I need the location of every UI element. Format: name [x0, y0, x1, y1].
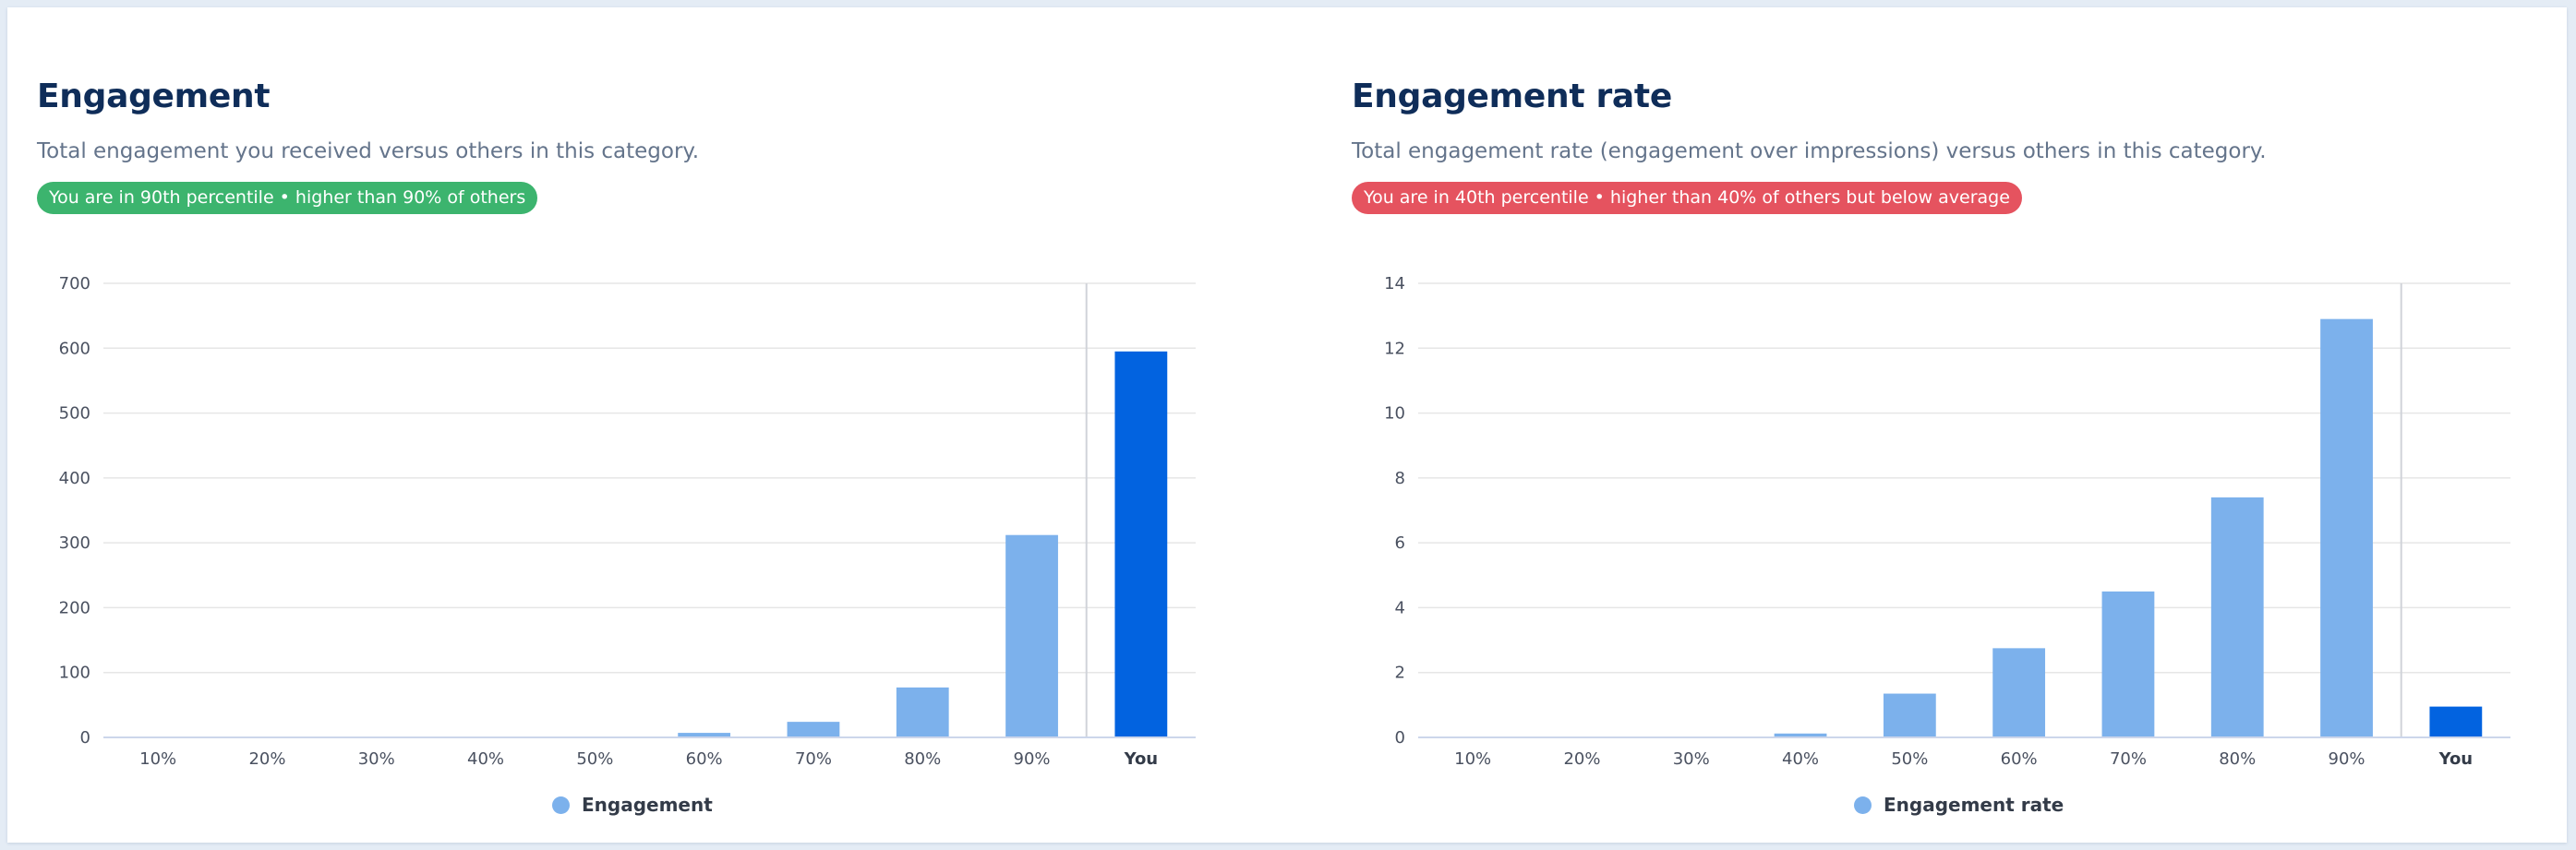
x-tick-label: 30%	[1673, 749, 1710, 769]
bar-80pct	[896, 687, 949, 737]
y-tick-label: 4	[1395, 598, 1405, 617]
legend-label: Engagement	[582, 794, 713, 816]
engagement-bar-chart: 0 100 200 300 400 500 600 700 10% 20% 30% 40% 50% 60%…	[59, 274, 1196, 769]
x-tick-label: 20%	[1563, 749, 1600, 769]
legend-label: Engagement rate	[1884, 794, 2064, 816]
x-tick-label: 40%	[467, 749, 504, 769]
x-tick-label: 60%	[2001, 749, 2038, 769]
legend-marker-icon	[552, 796, 570, 814]
y-tick-label: 0	[80, 728, 90, 748]
legend-marker-icon	[1854, 796, 1872, 814]
panel-subtitle: Total engagement you received versus oth…	[37, 139, 700, 163]
x-tick-label: 70%	[795, 749, 832, 769]
y-tick-label: 12	[1384, 339, 1405, 358]
chart-legend[interactable]: Engagement	[552, 794, 713, 816]
engagement-panel: Engagement Total engagement you received…	[7, 7, 1287, 843]
y-tick-label: 200	[59, 598, 90, 617]
x-tick-label: 30%	[358, 749, 395, 769]
x-tick-label: 70%	[2110, 749, 2147, 769]
x-tick-label: 20%	[248, 749, 285, 769]
engagement-rate-bar-chart: 0 2 4 6 8 10 12 14 10% 20% 30% 40% 50% 60% 70% 80% 90% Yo…	[1384, 274, 2510, 769]
engagement-rate-panel: Engagement rate Total engagement rate (e…	[1322, 7, 2576, 843]
y-tick-label: 14	[1384, 274, 1405, 293]
y-tick-label: 600	[59, 339, 90, 358]
y-tick-label: 500	[59, 404, 90, 424]
bar-70pct	[787, 722, 840, 737]
x-tick-label: 90%	[2329, 749, 2365, 769]
bar-80pct	[2210, 497, 2264, 737]
y-tick-label: 6	[1395, 533, 1405, 553]
x-tick-label: 10%	[139, 749, 176, 769]
panel-subtitle: Total engagement rate (engagement over i…	[1352, 139, 2267, 163]
panel-title: Engagement	[37, 78, 271, 115]
y-tick-label: 400	[59, 469, 90, 488]
x-tick-label: 50%	[576, 749, 613, 769]
bar-you	[1114, 351, 1168, 737]
percentile-badge: You are in 40th percentile • higher than…	[1352, 182, 2022, 214]
x-tick-label: You	[2438, 749, 2474, 769]
bar-90pct	[1005, 534, 1058, 737]
y-tick-label: 100	[59, 664, 90, 683]
x-tick-label: You	[1124, 749, 1159, 769]
x-tick-label: 50%	[1891, 749, 1928, 769]
bar-50pct	[1883, 693, 1936, 737]
bar-60pct	[1992, 648, 2046, 737]
x-tick-label: 60%	[686, 749, 723, 769]
y-tick-label: 10	[1384, 404, 1405, 424]
percentile-card: Engagement Total engagement you received…	[7, 7, 2567, 843]
percentile-badge: You are in 90th percentile • higher than…	[37, 182, 538, 214]
bar-70pct	[2101, 591, 2155, 737]
bar-40pct	[1774, 733, 1827, 737]
bar-90pct	[2320, 318, 2373, 737]
panel-title: Engagement rate	[1352, 78, 1672, 115]
x-tick-label: 40%	[1782, 749, 1819, 769]
x-tick-label: 10%	[1454, 749, 1491, 769]
y-tick-label: 700	[59, 274, 90, 293]
bar-60pct	[678, 733, 731, 737]
bar-you	[2429, 706, 2483, 737]
chart-legend[interactable]: Engagement rate	[1854, 794, 2064, 816]
y-tick-label: 0	[1395, 728, 1405, 748]
x-tick-label: 90%	[1014, 749, 1051, 769]
x-tick-label: 80%	[2219, 749, 2256, 769]
x-tick-label: 80%	[904, 749, 941, 769]
y-tick-label: 300	[59, 533, 90, 553]
y-tick-label: 2	[1395, 664, 1405, 683]
y-tick-label: 8	[1395, 469, 1405, 488]
